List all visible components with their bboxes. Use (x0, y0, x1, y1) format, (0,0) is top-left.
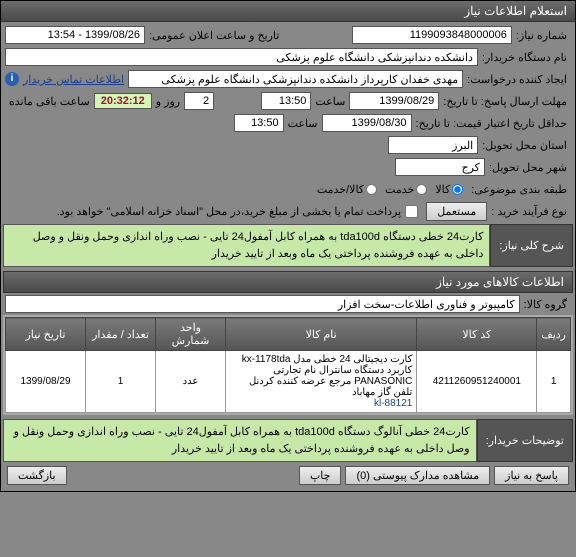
btn-back[interactable]: بازگشت (7, 466, 67, 485)
lbl-goods-group: گروه کالا: (520, 298, 571, 311)
btn-reply[interactable]: پاسخ به نیاز (494, 466, 569, 485)
goods-table: ردیف کد کالا نام کالا واحد شمارش تعداد /… (5, 317, 571, 413)
lbl-packtype: طبقه بندی موضوعی: (467, 183, 571, 196)
th-name: نام کالا (226, 318, 417, 351)
fld-province: البرز (388, 136, 478, 154)
buyer-notes-box: کارت24 خطی آنالوگ دستگاه tda100d به همرا… (3, 419, 477, 462)
radio-service-input[interactable] (416, 184, 427, 195)
lbl-city: شهر محل تحویل: (485, 161, 571, 174)
lbl-deadline: مهلت ارسال پاسخ: تا تاریخ: (439, 95, 571, 108)
table-header-row: ردیف کد کالا نام کالا واحد شمارش تعداد /… (6, 318, 571, 351)
table-row[interactable]: 1 4211260951240001 کارت دیجیتالی 24 خطی … (6, 351, 571, 413)
cell-name: کارت دیجیتالی 24 خطی مدل kx-1178tda کارب… (226, 351, 417, 413)
fld-number: 1199093848000006 (352, 26, 512, 44)
fld-city: کرج (395, 158, 485, 176)
radio-both-input[interactable] (366, 184, 377, 195)
fld-creator: مهدی خفدان کارپرداز دانشکده دندانپزشکی د… (128, 70, 463, 88)
th-unit: واحد شمارش (156, 318, 226, 351)
radio-both-lbl: کالا/خدمت (317, 183, 364, 196)
btn-attach[interactable]: مشاهده مدارک پیوستی (0) (345, 466, 490, 485)
fld-validity-date: 1399/08/30 (322, 114, 412, 132)
lbl-saat2: ساعت (284, 117, 322, 130)
th-date: تاریخ نیاز (6, 318, 86, 351)
lbl-remain: ساعت باقی مانده (5, 95, 94, 108)
chk-paynote[interactable] (405, 205, 418, 218)
btn-print[interactable]: چاپ (299, 466, 342, 485)
subheader-goods: اطلاعات کالاهای مورد نیاز (3, 271, 573, 293)
radio-service[interactable]: خدمت (381, 183, 431, 196)
cell-unit: عدد (156, 351, 226, 413)
lbl-creator: ایجاد کننده درخواست: (463, 73, 571, 86)
fld-deadline-time: 13:50 (261, 92, 311, 110)
cell-n: 1 (537, 351, 571, 413)
lbl-buyer-dev: نام دستگاه خریدار: (478, 51, 571, 64)
lbl-process: نوع فرآیند خرید : (487, 205, 571, 218)
window-title: استعلام اطلاعات نیاز (1, 1, 575, 22)
cell-qty: 1 (86, 351, 156, 413)
lbl-number: شماره نیاز: (512, 29, 571, 42)
cell-code: 4211260951240001 (417, 351, 537, 413)
btn-mostamal[interactable]: مستعمل (426, 202, 487, 221)
fld-deadline-date: 1399/08/29 (349, 92, 439, 110)
radio-goods-input[interactable] (452, 184, 463, 195)
lbl-rozva: روز و (152, 95, 184, 108)
lbl-main-desc: شرح کلی نیاز: (490, 224, 573, 267)
fld-days: 2 (184, 92, 214, 110)
radio-both[interactable]: کالا/خدمت (313, 183, 381, 196)
link-contact[interactable]: اطلاعات تماس خریدار (19, 73, 128, 86)
th-code: کد کالا (417, 318, 537, 351)
countdown-timer: 20:32:12 (94, 93, 152, 109)
fld-goods-group: کامپیوتر و فناوری اطلاعات-سخت افزار (5, 295, 520, 313)
fld-buyer-dev: دانشکده دندانپزشکی دانشگاه علوم پزشکی (5, 48, 478, 66)
radio-goods-lbl: کالا (435, 183, 450, 196)
main-desc-box: کارت24 خطی دستگاه tda100d به همراه کابل … (3, 224, 490, 267)
lbl-province: استان محل تحویل: (478, 139, 571, 152)
radio-goods[interactable]: کالا (431, 183, 467, 196)
lbl-saat1: ساعت (311, 95, 349, 108)
radio-service-lbl: خدمت (385, 183, 414, 196)
th-qty: تعداد / مقدار (86, 318, 156, 351)
fld-validity-time: 13:50 (234, 114, 284, 132)
lbl-buyer-notes: توضیحات خریدار: (477, 419, 573, 462)
cell-date: 1399/08/29 (6, 351, 86, 413)
th-row: ردیف (537, 318, 571, 351)
lbl-paynote: پرداخت تمام یا بخشی از مبلغ خرید،در محل … (53, 205, 406, 218)
lbl-pubdate: تاریخ و ساعت اعلان عمومی: (145, 29, 283, 42)
cell-ref: kl-88121 (230, 398, 412, 409)
fld-pubdate: 1399/08/26 - 13:54 (5, 26, 145, 44)
lbl-validity: حداقل تاریخ اعتبار قیمت: تا تاریخ: (412, 117, 571, 130)
info-icon[interactable]: i (5, 72, 19, 86)
